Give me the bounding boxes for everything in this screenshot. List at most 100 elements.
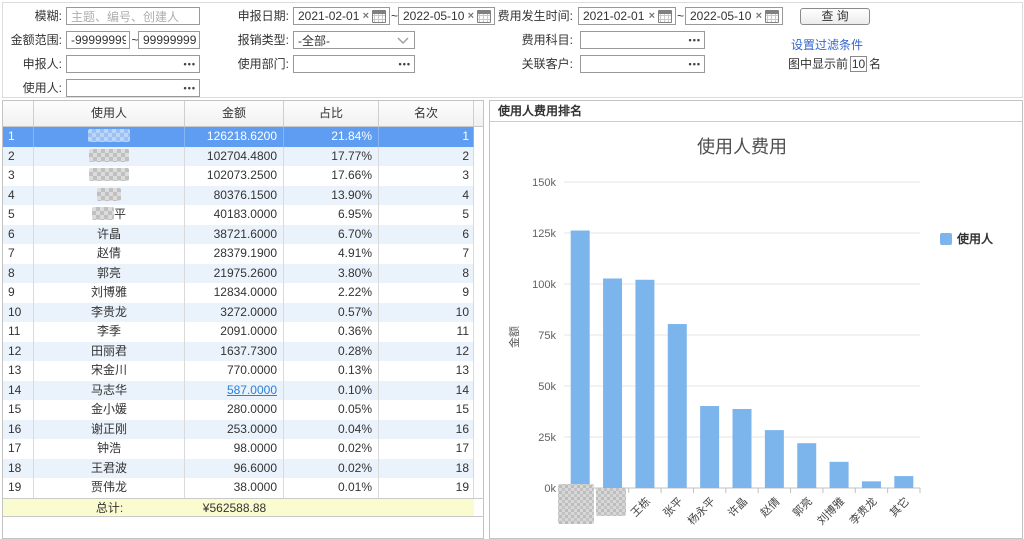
table-row[interactable]: 1 126218.6200 21.84% 1 — [3, 127, 483, 147]
amount-cell: 21975.2600 — [185, 263, 284, 283]
table-row[interactable]: 12 田丽君 1637.7300 0.28% 12 — [3, 341, 483, 361]
table-row[interactable]: 19 贾伟龙 38.0000 0.01% 19 — [3, 478, 483, 498]
picker-dots-icon[interactable]: ••• — [183, 59, 196, 69]
table-row[interactable]: 9 刘博雅 12834.0000 2.22% 9 — [3, 283, 483, 303]
rank-cell: 7 — [379, 244, 474, 264]
table-row[interactable]: 13 宋金川 770.0000 0.13% 13 — [3, 361, 483, 381]
bar[interactable] — [797, 443, 817, 488]
table-row[interactable]: 5 平 40183.0000 6.95% 5 — [3, 205, 483, 225]
bar[interactable] — [861, 481, 881, 488]
bar[interactable] — [700, 406, 720, 488]
table-row[interactable]: 11 李季 2091.0000 0.36% 11 — [3, 322, 483, 342]
top-n-control: 图中显示前 10 名 — [788, 55, 881, 72]
fuzzy-input[interactable]: 主题、编号、创建人 — [66, 7, 200, 25]
declare-date-from-input[interactable]: 2021-02-01 × — [293, 7, 390, 25]
use-dept-label: 使用部门: — [237, 57, 289, 71]
expense-type-select[interactable]: -全部- — [293, 31, 415, 49]
chart-title: 使用人费用 — [697, 137, 787, 157]
rank-cell: 3 — [379, 166, 474, 186]
table-row[interactable]: 4 80376.1500 13.90% 4 — [3, 185, 483, 205]
percent-cell: 0.05% — [284, 400, 379, 420]
declarer-input[interactable]: ••• — [66, 55, 200, 73]
table-row[interactable]: 6 许晶 38721.6000 6.70% 6 — [3, 224, 483, 244]
table-row[interactable]: 7 赵倩 28379.1900 4.91% 7 — [3, 244, 483, 264]
top-n-input[interactable]: 10 — [850, 55, 868, 72]
table-row[interactable]: 17 钟浩 98.0000 0.02% 17 — [3, 439, 483, 459]
bar[interactable] — [570, 230, 590, 488]
column-header[interactable] — [3, 101, 34, 126]
picker-dots-icon[interactable]: ••• — [183, 83, 196, 93]
column-header[interactable]: 金额 — [185, 101, 284, 126]
y-tick-label: 125k — [532, 228, 556, 240]
percent-cell: 0.01% — [284, 478, 379, 498]
date-tilde: ~ — [391, 9, 399, 23]
amount-link[interactable]: 587.0000 — [226, 382, 277, 397]
amount-cell: 96.6000 — [185, 458, 284, 478]
table-row[interactable]: 16 谢正刚 253.0000 0.04% 16 — [3, 419, 483, 439]
percent-cell: 0.28% — [284, 341, 379, 361]
rank-cell: 17 — [379, 439, 474, 459]
legend-marker[interactable] — [940, 233, 952, 245]
calendar-icon[interactable] — [658, 9, 672, 23]
amount-cell: 102704.4800 — [185, 146, 284, 166]
table-row[interactable]: 3 102073.2500 17.66% 3 — [3, 166, 483, 186]
user-name-cell — [34, 166, 185, 186]
picker-dots-icon[interactable]: ••• — [688, 59, 701, 69]
search-button[interactable]: 查 询 — [800, 8, 870, 25]
column-header[interactable]: 使用人 — [34, 101, 185, 126]
bar[interactable] — [764, 430, 784, 488]
user-name-cell: 金小媛 — [34, 400, 185, 420]
clear-icon[interactable]: × — [362, 10, 369, 22]
clear-icon[interactable]: × — [755, 10, 762, 22]
table-row[interactable]: 10 李贵龙 3272.0000 0.57% 10 — [3, 302, 483, 322]
bar[interactable] — [667, 324, 687, 488]
related-customer-input[interactable]: ••• — [580, 55, 705, 73]
expense-subject-input[interactable]: ••• — [580, 31, 705, 49]
amount-cell: 2091.0000 — [185, 322, 284, 342]
bar[interactable] — [732, 409, 752, 488]
set-filter-link[interactable]: 设置过滤条件 — [791, 38, 864, 52]
column-header[interactable]: 名次 — [379, 101, 474, 126]
bar[interactable] — [894, 476, 914, 488]
rank-cell: 13 — [379, 361, 474, 381]
bar[interactable] — [829, 461, 849, 488]
expense-date-from-input[interactable]: 2021-02-01 × — [578, 7, 676, 25]
table-row[interactable]: 14 马志华 587.0000 0.10% 14 — [3, 380, 483, 400]
calendar-icon[interactable] — [372, 9, 386, 23]
declare-date-label: 申报日期: — [237, 9, 289, 23]
bar[interactable] — [603, 278, 623, 488]
amount-min-input[interactable]: -99999999 — [66, 31, 130, 49]
calendar-icon[interactable] — [765, 9, 779, 23]
amount-tilde: ~ — [131, 33, 139, 47]
row-number: 13 — [3, 361, 34, 381]
picker-dots-icon[interactable]: ••• — [398, 59, 411, 69]
expense-date-to-input[interactable]: 2022-05-10 × — [685, 7, 783, 25]
rank-cell: 1 — [379, 127, 474, 147]
amount-cell: 102073.2500 — [185, 166, 284, 186]
column-header[interactable]: 占比 — [284, 101, 379, 126]
amount-max-input[interactable]: 999999999 — [138, 31, 200, 49]
fuzzy-label: 模糊: — [34, 9, 62, 23]
clear-icon[interactable]: × — [648, 10, 655, 22]
table-row[interactable]: 18 王君波 96.6000 0.02% 18 — [3, 458, 483, 478]
percent-cell: 4.91% — [284, 244, 379, 264]
amount-cell: 1637.7300 — [185, 341, 284, 361]
table-row[interactable]: 8 郭亮 21975.2600 3.80% 8 — [3, 263, 483, 283]
rank-cell: 18 — [379, 458, 474, 478]
table-row[interactable]: 2 102704.4800 17.77% 2 — [3, 146, 483, 166]
percent-cell: 2.22% — [284, 283, 379, 303]
user-input[interactable]: ••• — [66, 79, 200, 97]
user-name-cell: 赵倩 — [34, 244, 185, 264]
bar[interactable] — [635, 279, 655, 488]
y-tick-label: 150k — [532, 177, 556, 189]
legend-label[interactable]: 使用人 — [956, 231, 994, 246]
picker-dots-icon[interactable]: ••• — [688, 35, 701, 45]
top-n-suffix: 名 — [869, 57, 882, 71]
redacted-x-label — [558, 484, 594, 524]
redacted-name — [88, 129, 130, 142]
clear-icon[interactable]: × — [467, 10, 474, 22]
use-dept-input[interactable]: ••• — [293, 55, 415, 73]
declare-date-to-input[interactable]: 2022-05-10 × — [398, 7, 495, 25]
table-row[interactable]: 15 金小媛 280.0000 0.05% 15 — [3, 400, 483, 420]
calendar-icon[interactable] — [477, 9, 491, 23]
